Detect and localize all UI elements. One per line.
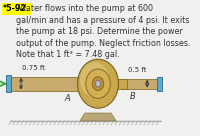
- Bar: [8, 77, 83, 91]
- Polygon shape: [80, 113, 116, 121]
- Text: *5-92.: *5-92.: [3, 4, 30, 13]
- Bar: [121, 79, 159, 89]
- Circle shape: [95, 80, 101, 87]
- Text: Water flows into the pump at 600
gal/min and has a pressure of 4 psi. It exits
t: Water flows into the pump at 600 gal/min…: [16, 4, 191, 59]
- Text: A: A: [64, 94, 70, 103]
- Bar: [157, 77, 162, 91]
- Bar: [6, 75, 11, 92]
- Polygon shape: [110, 79, 127, 89]
- Text: 0.5 ft: 0.5 ft: [128, 67, 146, 73]
- Circle shape: [92, 77, 104, 91]
- Text: B: B: [130, 92, 135, 101]
- Circle shape: [97, 82, 99, 85]
- Text: 0.75 ft: 0.75 ft: [22, 65, 45, 71]
- Polygon shape: [78, 76, 90, 92]
- Circle shape: [78, 59, 118, 108]
- Circle shape: [80, 62, 109, 97]
- Circle shape: [86, 69, 110, 98]
